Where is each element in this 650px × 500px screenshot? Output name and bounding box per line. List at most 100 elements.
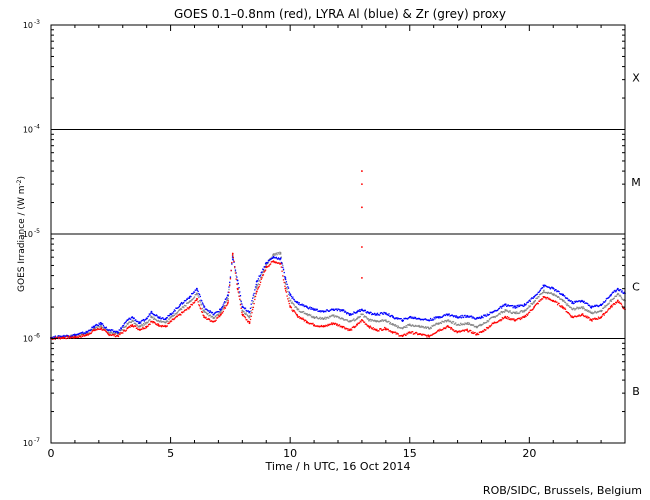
data-point: [120, 328, 123, 330]
data-point: [123, 329, 125, 331]
data-point: [354, 319, 356, 321]
data-point: [485, 315, 488, 317]
data-point: [353, 311, 356, 314]
data-point: [70, 335, 72, 337]
data-point: [121, 326, 123, 328]
data-point: [174, 313, 176, 315]
data-point: [188, 297, 190, 299]
data-point: [60, 337, 62, 339]
data-point: [564, 297, 567, 299]
data-point: [105, 328, 107, 331]
data-point: [144, 319, 146, 321]
data-point: [593, 312, 595, 314]
data-point: [389, 330, 391, 332]
data-point: [92, 328, 94, 331]
data-point: [430, 327, 432, 329]
data-point: [239, 295, 242, 297]
data-point: [240, 302, 242, 304]
data-point: [387, 320, 389, 323]
data-point: [201, 304, 203, 306]
data-point: [421, 326, 423, 328]
data-point: [356, 317, 359, 320]
data-point: [295, 312, 297, 314]
data-point: [211, 321, 214, 323]
y-axis-label-close: ): [17, 176, 27, 180]
data-point: [203, 310, 205, 313]
data-point: [445, 326, 448, 328]
data-point: [412, 325, 415, 327]
data-point: [142, 318, 145, 321]
data-point: [206, 309, 209, 311]
data-point: [160, 318, 162, 320]
data-point: [239, 299, 242, 302]
data-point: [127, 326, 130, 329]
data-point: [338, 324, 340, 326]
data-point: [284, 278, 286, 280]
data-point: [329, 309, 331, 311]
data-point: [111, 334, 113, 336]
data-point: [137, 328, 140, 331]
data-point: [317, 325, 319, 328]
data-point: [542, 296, 545, 298]
data-point: [567, 311, 570, 314]
data-point: [66, 336, 69, 338]
data-point: [63, 336, 65, 339]
data-point: [274, 262, 277, 264]
data-point: [188, 306, 191, 308]
data-point: [155, 314, 158, 316]
data-point: [316, 317, 318, 319]
data-point: [178, 309, 181, 311]
data-point: [207, 312, 209, 315]
data-point: [589, 319, 591, 321]
data-point: [511, 318, 513, 320]
data-point: [296, 308, 299, 311]
data-point: [100, 327, 103, 330]
data-point: [288, 291, 290, 293]
data-point: [529, 305, 531, 307]
data-point: [618, 301, 620, 303]
data-point: [119, 327, 122, 329]
data-point: [516, 304, 519, 307]
data-point: [143, 320, 145, 322]
data-point: [193, 291, 196, 293]
data-point: [436, 316, 438, 318]
data-point: [205, 311, 207, 314]
data-point: [307, 322, 309, 324]
data-point: [73, 337, 75, 339]
data-point: [564, 307, 566, 309]
data-point: [465, 329, 467, 331]
data-point: [85, 331, 88, 334]
data-point: [86, 333, 89, 335]
data-point: [544, 284, 547, 287]
data-point: [569, 306, 572, 308]
data-point: [347, 312, 349, 314]
data-point: [300, 304, 302, 306]
data-point: [177, 307, 179, 309]
data-point: [511, 312, 514, 314]
data-point: [279, 251, 282, 254]
data-point: [340, 325, 342, 327]
data-point: [610, 300, 613, 302]
data-point: [429, 319, 431, 321]
data-point: [584, 315, 587, 317]
data-point: [444, 314, 446, 316]
data-point: [567, 298, 569, 300]
data-point: [431, 319, 433, 321]
data-point: [246, 321, 249, 323]
data-point: [310, 308, 312, 310]
data-point: [284, 277, 287, 279]
data-point: [319, 325, 321, 327]
data-point: [527, 313, 529, 315]
data-point: [500, 319, 503, 321]
data-point: [240, 300, 242, 302]
data-point: [382, 320, 384, 322]
data-point: [452, 316, 455, 318]
data-point: [170, 320, 173, 322]
data-point: [594, 317, 596, 319]
data-point: [96, 329, 98, 331]
data-point: [198, 304, 200, 306]
data-point: [277, 257, 280, 259]
data-point: [112, 333, 114, 336]
data-point: [436, 331, 438, 333]
data-point: [589, 311, 592, 314]
